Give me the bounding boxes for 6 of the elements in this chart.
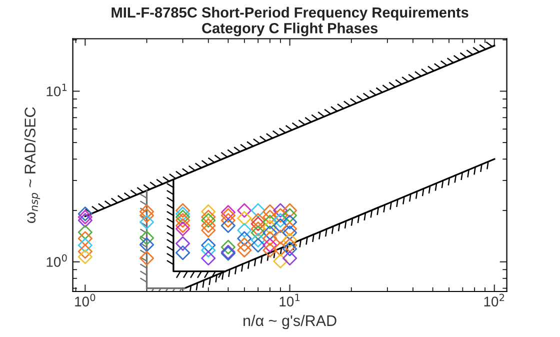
- chart-title: MIL-F-8785C Short-Period Frequency Requirements Category C Flight Phases: [112, 6, 468, 36]
- y-axis-title: ω$_{nsp}$ ~ RAD/SEC: [24, 107, 40, 224]
- x-axis-title: n/α ~ g's/RAD: [244, 314, 336, 330]
- x-tick-label: 10$^{2}$: [484, 294, 504, 306]
- x-tick-label: 10$^{1}$: [280, 294, 300, 306]
- x-tick-label: 10$^{0}$: [75, 294, 96, 306]
